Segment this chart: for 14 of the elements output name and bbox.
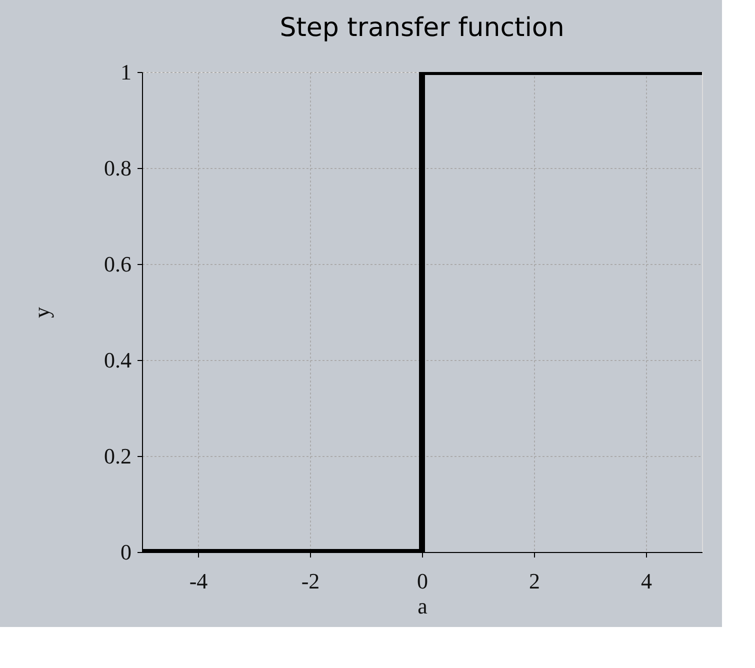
x-tick-label: 4 <box>641 568 652 594</box>
y-tick-label: 0 <box>120 540 132 564</box>
x-axis-title: a <box>418 594 428 618</box>
y-tick-label: 0.2 <box>104 444 132 468</box>
x-tick-label: 2 <box>529 568 540 594</box>
y-tick-label: 0.4 <box>104 348 132 372</box>
y-axis-title: y <box>29 307 54 318</box>
y-tick-label: 1 <box>120 60 132 84</box>
chart-title: Step transfer function <box>280 13 564 43</box>
x-tick-label: -2 <box>301 568 320 594</box>
x-tick-label: -4 <box>189 568 208 594</box>
x-tick-label: 0 <box>417 568 428 594</box>
y-tick-label: 0.8 <box>104 156 132 180</box>
y-tick-label: 0.6 <box>104 252 132 276</box>
